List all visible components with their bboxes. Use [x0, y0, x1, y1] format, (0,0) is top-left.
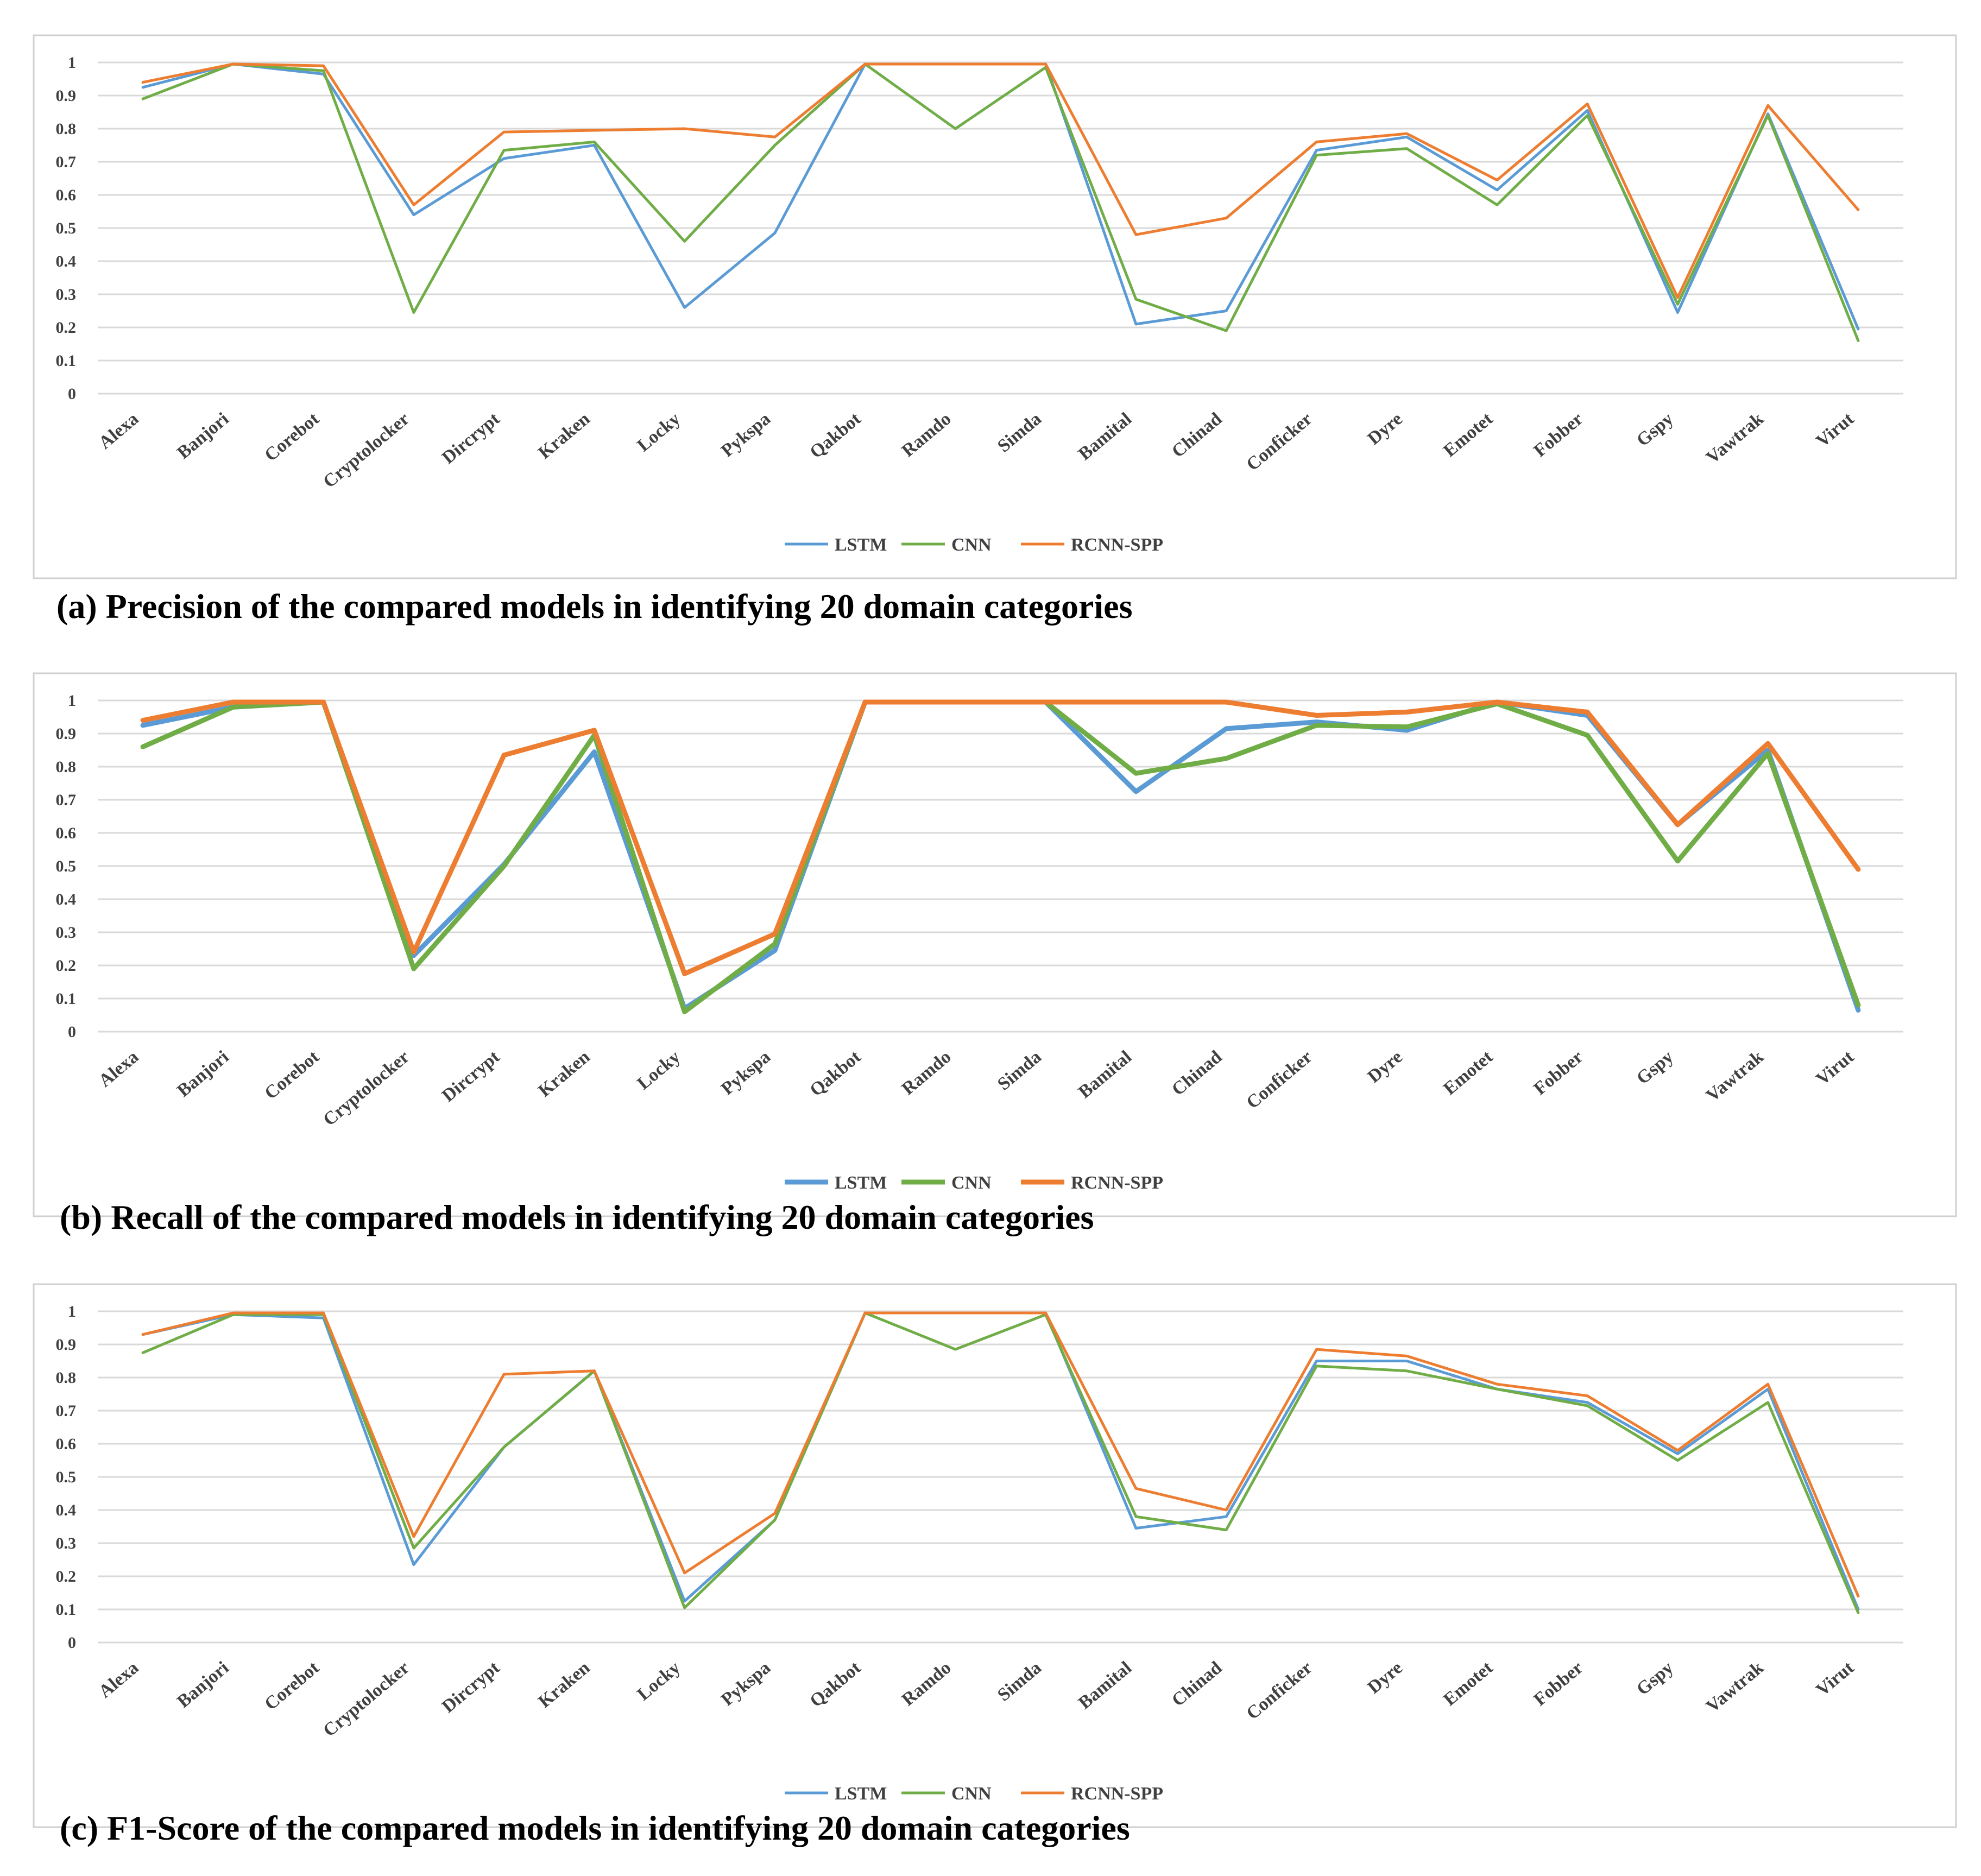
y-tick-label: 0.1: [56, 1601, 77, 1619]
precision-panel: 0 0.1 0.2 0.3 0.4 0.5 0.6 0.7 0.8 0.9 1 Alexa Banjor…: [0, 0, 1981, 641]
y-tick-label: 0.7: [56, 791, 77, 809]
y-tick-label: 0.3: [56, 924, 77, 942]
legend-label-lstm: LSTM: [835, 1173, 887, 1193]
y-tick-label: 0.9: [56, 87, 77, 105]
y-tick-label: 0: [68, 1023, 76, 1041]
y-tick-label: 0.6: [56, 1435, 77, 1453]
legend-label-rcnn-spp: RCNN-SPP: [1071, 1173, 1163, 1193]
f1-caption: (c) F1-Score of the compared models in i…: [60, 1809, 1130, 1847]
y-tick-label: 0.6: [56, 186, 77, 204]
recall-caption: (b) Recall of the compared models in ide…: [60, 1198, 1094, 1236]
y-tick-label: 0.9: [56, 1336, 77, 1354]
series-line-rcnn-spp: [141, 62, 1860, 299]
f1-panel: 0 0.1 0.2 0.3 0.4 0.5 0.6 0.7 0.8 0.9 1 Alexa Banjor…: [0, 1249, 1981, 1876]
y-tick-label: 0.8: [56, 758, 77, 776]
y-tick-label: 0.3: [56, 286, 77, 304]
y-tick-label: 0.2: [56, 1568, 77, 1586]
y-tick-label: 0.4: [56, 1501, 77, 1519]
y-tick-label: 0.3: [56, 1534, 77, 1552]
series-line-cnn: [141, 1311, 1860, 1614]
y-tick-label: 1: [68, 54, 76, 72]
y-tick-label: 0.5: [56, 1468, 77, 1486]
y-tick-label: 0.7: [56, 1402, 77, 1420]
recall-panel: 0 0.1 0.2 0.3 0.4 0.5 0.6 0.7 0.8 0.9 1 Alexa Banjor…: [0, 638, 1981, 1279]
precision-caption: (a) Precision of the compared models in …: [56, 587, 1133, 626]
y-tick-label: 0.1: [56, 990, 77, 1008]
legend-label-lstm: LSTM: [835, 1784, 887, 1804]
series-line-rcnn-spp: [140, 699, 1861, 976]
legend-label-cnn: CNN: [951, 1784, 992, 1804]
y-tick-label: 0.2: [56, 957, 77, 975]
chart-frame: [33, 34, 1957, 579]
y-tick-label: 0: [68, 1634, 76, 1652]
y-tick-label: 0: [68, 385, 76, 403]
y-tick-label: 0.6: [56, 824, 77, 842]
y-tick-label: 0.9: [56, 725, 77, 743]
y-tick-label: 1: [68, 1303, 76, 1321]
y-tick-label: 0.7: [56, 153, 77, 171]
legend-label-lstm: LSTM: [835, 535, 887, 555]
chart-frame: [33, 1283, 1957, 1828]
y-tick-label: 1: [68, 692, 76, 710]
legend-label-rcnn-spp: RCNN-SPP: [1071, 535, 1163, 555]
y-tick-label: 0.4: [56, 252, 77, 270]
y-tick-label: 0.8: [56, 120, 77, 138]
chart-frame: [33, 672, 1957, 1217]
y-tick-label: 0.4: [56, 890, 77, 908]
series-line-cnn: [141, 62, 1860, 342]
y-tick-label: 0.8: [56, 1369, 77, 1387]
y-tick-label: 0.5: [56, 857, 77, 875]
legend-label-rcnn-spp: RCNN-SPP: [1071, 1784, 1163, 1804]
y-tick-label: 0.1: [56, 352, 77, 370]
series-line-rcnn-spp: [141, 1311, 1860, 1598]
y-tick-label: 0.2: [56, 319, 77, 337]
legend-label-cnn: CNN: [951, 1173, 992, 1193]
legend-label-cnn: CNN: [951, 535, 992, 555]
y-tick-label: 0.5: [56, 219, 77, 237]
